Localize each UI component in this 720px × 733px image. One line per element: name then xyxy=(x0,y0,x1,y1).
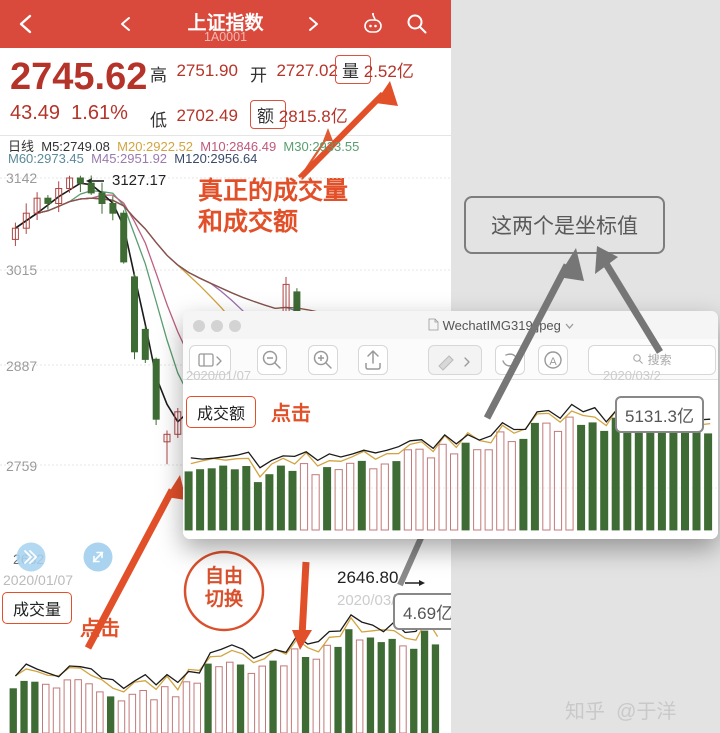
svg-text:A: A xyxy=(549,356,557,368)
